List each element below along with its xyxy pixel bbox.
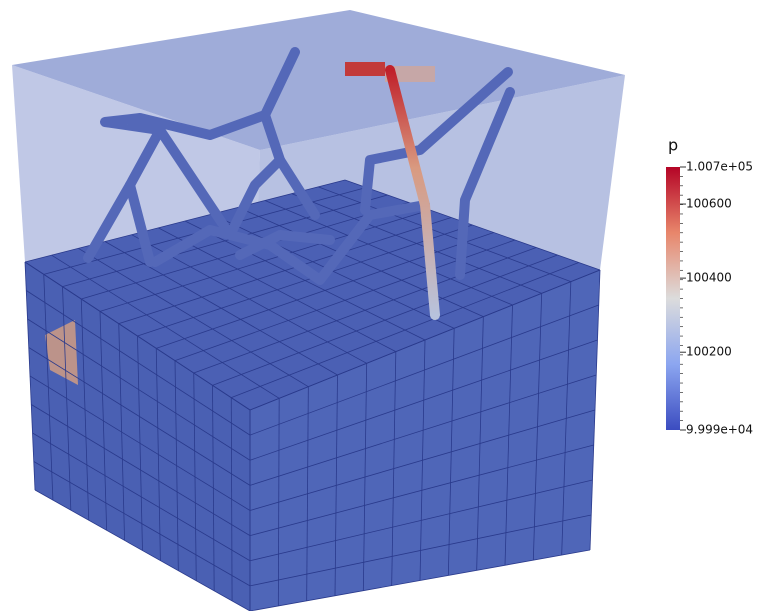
colorbar-tick-label: 100400: [686, 271, 732, 285]
colorbar-title: p: [668, 136, 678, 155]
colorbar: p 1.007e+05 100600 100400 100200 9.999e+04: [666, 136, 753, 437]
colorbar-gradient: [666, 167, 680, 430]
colorbar-tick-label: 1.007e+05: [686, 160, 753, 174]
colorbar-tick-label: 9.999e+04: [686, 423, 753, 437]
visualization: p 1.007e+05 100600 100400 100200 9.999e+04: [0, 0, 758, 611]
page: p 1.007e+051006001004001002009.999e+04 (…: [0, 0, 758, 611]
colorbar-tick-label: 100600: [686, 197, 732, 211]
hot-cell: [345, 62, 385, 76]
colorbar-ticks: 1.007e+05 100600 100400 100200 9.999e+04: [680, 160, 753, 437]
mesh-block: [12, 10, 625, 611]
colorbar-tick-label: 100200: [686, 345, 732, 359]
